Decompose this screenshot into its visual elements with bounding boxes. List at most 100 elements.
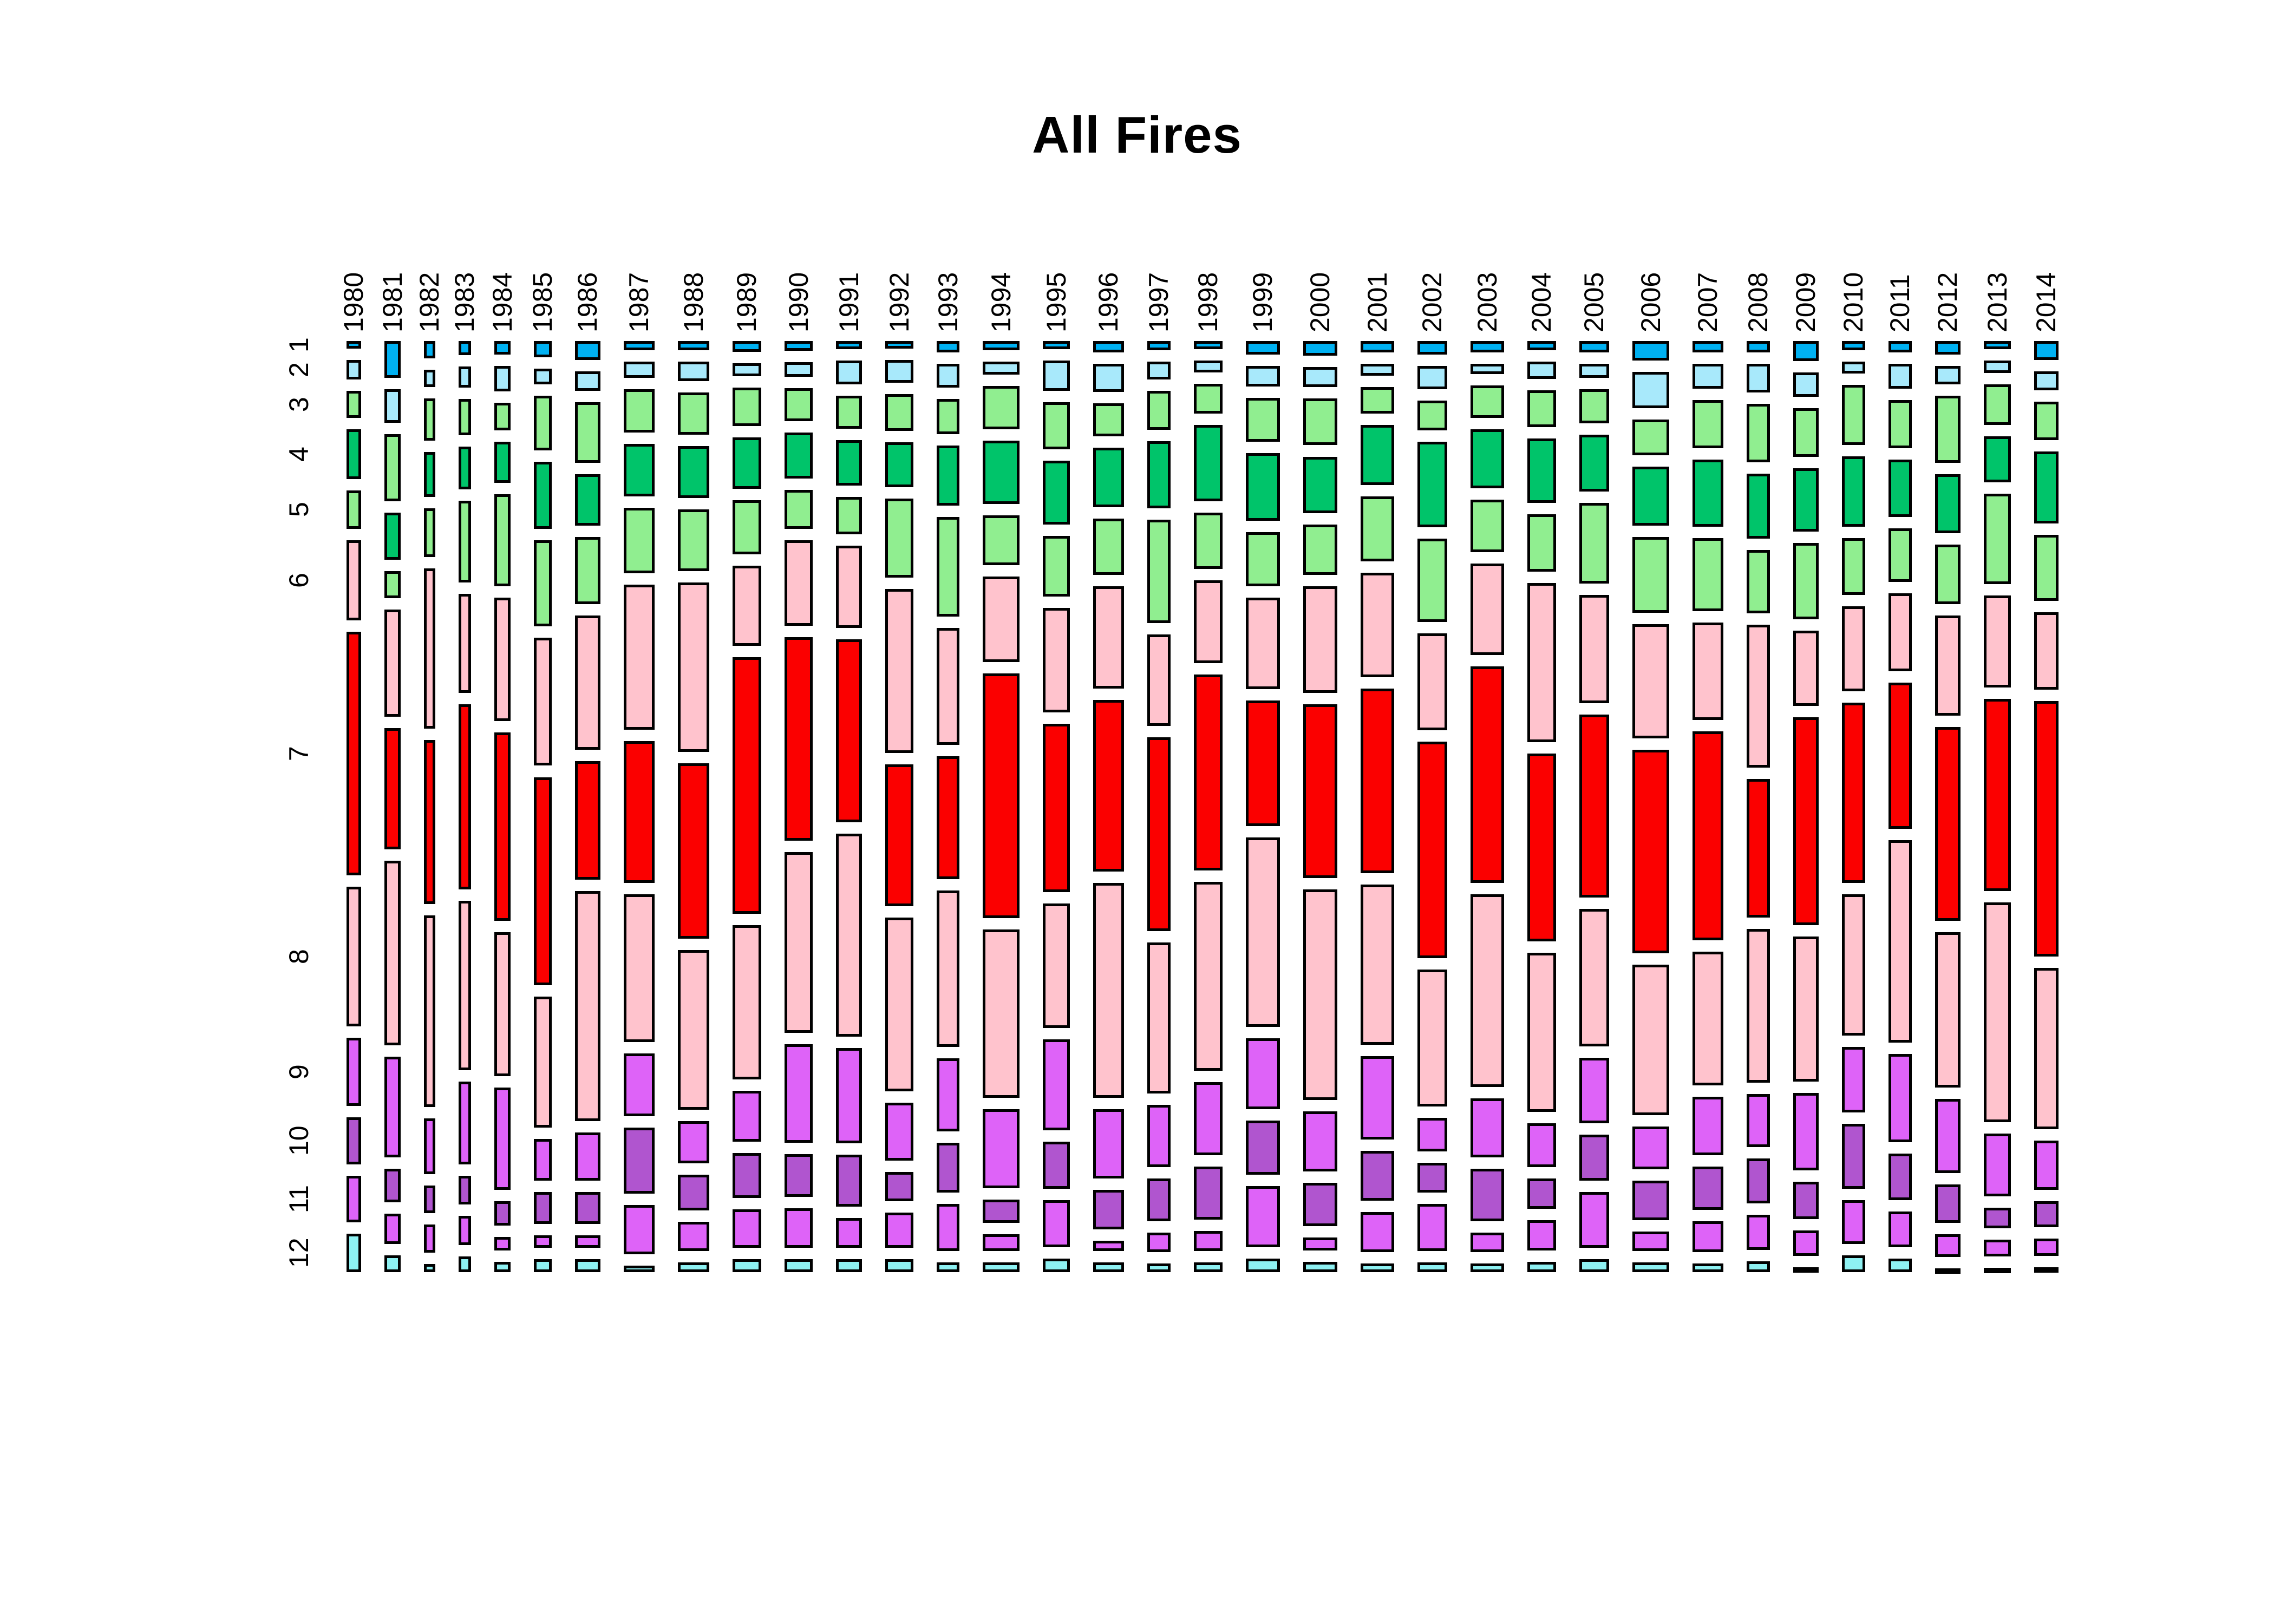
mosaic-cell-1996-m8 (1093, 883, 1124, 1098)
mosaic-cell-1998-m4 (1194, 424, 1223, 501)
x-axis-label-1982: 1982 (414, 272, 445, 332)
mosaic-cell-2000-m3 (1303, 398, 1337, 446)
mosaic-cell-1992-m12 (885, 1259, 913, 1272)
mosaic-cell-2003-m8 (1471, 894, 1504, 1088)
x-axis-label-1995: 1995 (1041, 272, 1071, 332)
mosaic-cell-2014-m10 (2034, 1201, 2059, 1227)
mosaic-cell-1988-m1 (678, 341, 709, 350)
mosaic-cell-2004-m7 (1527, 753, 1556, 942)
mosaic-cell-1995-m12 (1043, 1259, 1070, 1272)
mosaic-cell-1991-m6 (836, 546, 862, 628)
mosaic-cell-1999-m12 (1246, 1258, 1280, 1272)
mosaic-cell-1985-m5 (534, 540, 552, 627)
year-column-1998 (1194, 341, 1223, 1272)
mosaic-cell-1985-m6 (534, 638, 552, 766)
x-axis-label-2012: 2012 (1932, 272, 1963, 332)
mosaic-cell-2013-m5 (1984, 493, 2011, 584)
year-column-2004 (1527, 341, 1556, 1272)
year-column-1980 (347, 341, 361, 1272)
mosaic-cell-2001-m9 (1361, 1056, 1394, 1140)
mosaic-cell-1993-m9 (937, 1058, 959, 1132)
mosaic-cell-1989-m2 (733, 363, 761, 376)
mosaic-cell-1996-m10 (1093, 1190, 1124, 1230)
mosaic-cell-2003-m6 (1471, 564, 1504, 656)
mosaic-cell-2009-m4 (1793, 468, 1819, 532)
mosaic-cell-2000-m2 (1303, 367, 1337, 388)
mosaic-cell-2003-m10 (1471, 1169, 1504, 1221)
mosaic-cell-1987-m12 (624, 1265, 655, 1272)
x-axis-label-1988: 1988 (678, 272, 709, 332)
mosaic-cell-2003-m9 (1471, 1098, 1504, 1158)
year-column-2002 (1417, 341, 1447, 1272)
mosaic-cell-2001-m6 (1361, 572, 1394, 678)
mosaic-cell-2001-m3 (1361, 387, 1394, 414)
mosaic-cell-1999-m6 (1246, 598, 1280, 690)
mosaic-cell-1988-m2 (678, 361, 709, 381)
mosaic-cell-2011-m3 (1889, 400, 1912, 448)
mosaic-cell-1996-m5 (1093, 519, 1124, 575)
mosaic-cell-1983-m9 (459, 1081, 471, 1165)
year-column-2012 (1935, 341, 1961, 1274)
x-axis-label-1980: 1980 (338, 272, 369, 332)
mosaic-cell-1982-m4 (424, 451, 435, 497)
mosaic-cell-1993-m10 (937, 1143, 959, 1193)
y-axis-label-month-4: 4 (283, 446, 314, 462)
mosaic-cell-2011-m5 (1889, 528, 1912, 582)
mosaic-cell-2002-m2 (1417, 365, 1447, 389)
mosaic-cell-2008-m7 (1747, 778, 1770, 918)
mosaic-cell-2007-m3 (1693, 400, 1723, 448)
mosaic-cell-2013-m1 (1984, 341, 2011, 350)
mosaic-cell-2005-m7 (1579, 714, 1609, 898)
mosaic-cell-2003-m5 (1471, 500, 1504, 553)
mosaic-cell-1980-m11 (347, 1175, 361, 1222)
mosaic-cell-2000-m7 (1303, 704, 1337, 878)
mosaic-cell-1993-m12 (937, 1262, 959, 1272)
mosaic-cell-1999-m7 (1246, 700, 1280, 826)
mosaic-cell-1981-m11 (384, 1214, 401, 1244)
mosaic-cell-1994-m5 (983, 515, 1020, 565)
mosaic-cell-2005-m4 (1579, 435, 1609, 492)
mosaic-cell-2012-m11 (1935, 1234, 1961, 1257)
mosaic-cell-2001-m4 (1361, 425, 1394, 486)
mosaic-cell-2002-m5 (1417, 539, 1447, 623)
mosaic-cell-1989-m11 (733, 1209, 761, 1248)
mosaic-cell-1994-m4 (983, 440, 1020, 504)
mosaic-cell-2012-m2 (1935, 365, 1961, 384)
mosaic-cell-1999-m10 (1246, 1121, 1280, 1175)
mosaic-cell-2006-m7 (1632, 750, 1669, 953)
year-column-1995 (1043, 341, 1070, 1272)
mosaic-cell-1992-m4 (885, 442, 913, 487)
mosaic-cell-2008-m5 (1747, 549, 1770, 614)
mosaic-cell-1981-m9 (384, 1056, 401, 1158)
mosaic-cell-1993-m1 (937, 341, 959, 352)
mosaic-cell-2002-m11 (1417, 1204, 1447, 1251)
mosaic-cell-2007-m11 (1693, 1221, 1723, 1253)
mosaic-cell-1991-m9 (836, 1048, 862, 1143)
mosaic-cell-1992-m2 (885, 360, 913, 383)
mosaic-cell-2002-m8 (1417, 970, 1447, 1107)
year-column-1993 (937, 341, 959, 1272)
x-axis-label-2014: 2014 (2031, 272, 2061, 332)
mosaic-cell-2007-m9 (1693, 1097, 1723, 1155)
mosaic-cell-1985-m1 (534, 341, 552, 357)
mosaic-cell-2008-m10 (1747, 1158, 1770, 1203)
mosaic-cell-2008-m1 (1747, 341, 1770, 352)
mosaic-cell-1989-m8 (733, 925, 761, 1079)
mosaic-cell-1988-m4 (678, 446, 709, 499)
mosaic-cell-1991-m10 (836, 1154, 862, 1207)
mosaic-cell-2000-m6 (1303, 586, 1337, 693)
y-axis-label-month-12: 12 (283, 1237, 314, 1268)
year-column-1989 (733, 341, 761, 1272)
mosaic-cell-2004-m6 (1527, 583, 1556, 742)
mosaic-cell-2004-m8 (1527, 953, 1556, 1112)
mosaic-cell-1986-m7 (575, 761, 600, 880)
mosaic-cell-1984-m2 (494, 366, 511, 392)
mosaic-cell-1996-m3 (1093, 403, 1124, 437)
mosaic-cell-1990-m5 (785, 489, 813, 529)
x-axis-label-2010: 2010 (1838, 272, 1868, 332)
mosaic-cell-1990-m3 (785, 388, 813, 421)
mosaic-cell-1995-m2 (1043, 360, 1070, 391)
mosaic-cell-1986-m4 (575, 474, 600, 526)
mosaic-cell-2010-m10 (1842, 1124, 1865, 1189)
mosaic-cell-2008-m9 (1747, 1093, 1770, 1148)
